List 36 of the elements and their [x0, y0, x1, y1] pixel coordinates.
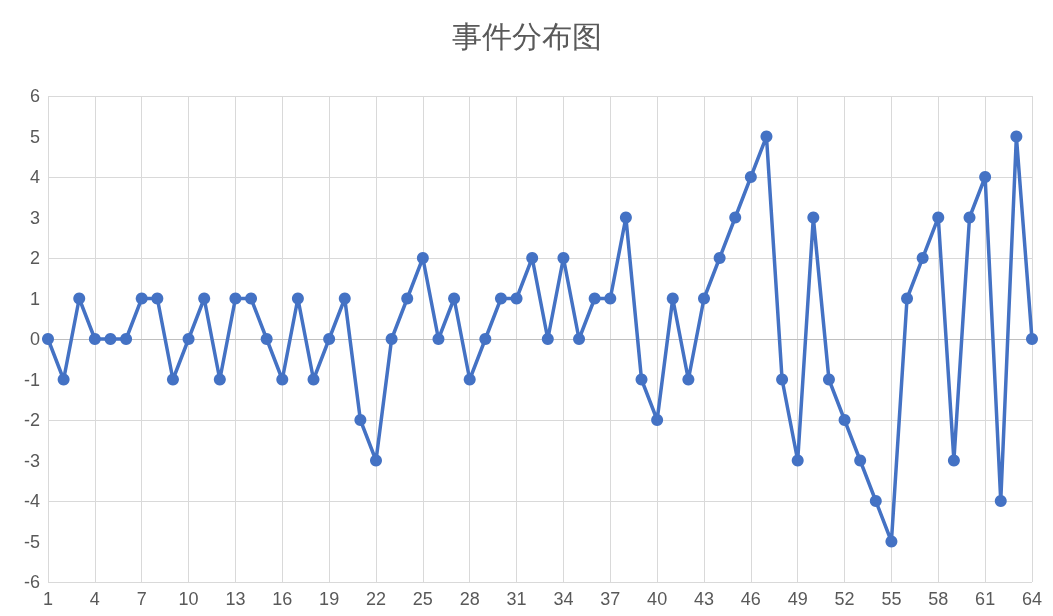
x-tick-label: 40 — [647, 589, 668, 609]
x-tick-label: 49 — [787, 589, 808, 609]
x-tick-label: 64 — [1021, 589, 1042, 609]
y-tick-label: 6 — [29, 86, 40, 106]
y-tick-label: -3 — [23, 450, 40, 471]
x-tick-label: 58 — [928, 589, 949, 609]
x-tick-label: 46 — [740, 589, 761, 609]
y-tick-label: -4 — [23, 491, 40, 511]
y-tick-label: 5 — [29, 126, 40, 147]
x-tick-label: 22 — [365, 589, 387, 609]
y-tick-label: 1 — [29, 288, 40, 309]
x-tick-label: 1 — [42, 589, 54, 609]
x-tick-label: 7 — [136, 589, 147, 609]
x-tick-label: 10 — [178, 589, 199, 609]
x-tick-label: 37 — [600, 589, 621, 609]
x-tick-label: 28 — [459, 589, 480, 609]
y-tick-label: 4 — [29, 167, 40, 187]
y-tick-label: -2 — [23, 410, 40, 430]
y-tick-label: -1 — [23, 369, 40, 390]
y-tick-label: -5 — [23, 531, 40, 552]
y-tick-label: 2 — [29, 248, 40, 268]
x-tick-label: 61 — [975, 589, 996, 609]
chart-title: 事件分布图 — [451, 18, 602, 54]
x-tick-label: 43 — [693, 589, 715, 609]
y-tick-label: 0 — [29, 329, 40, 349]
x-tick-label: 19 — [319, 589, 340, 609]
x-tick-label: 34 — [553, 589, 574, 609]
x-tick-label: 52 — [834, 589, 855, 609]
y-tick-label: -6 — [23, 572, 40, 592]
y-tick-label: 3 — [29, 207, 40, 228]
x-tick-label: 25 — [412, 589, 433, 609]
x-tick-label: 16 — [272, 589, 293, 609]
x-tick-label: 13 — [225, 589, 246, 609]
x-tick-label: 31 — [506, 589, 527, 609]
x-tick-label: 4 — [89, 589, 100, 609]
x-tick-label: 55 — [881, 589, 902, 609]
